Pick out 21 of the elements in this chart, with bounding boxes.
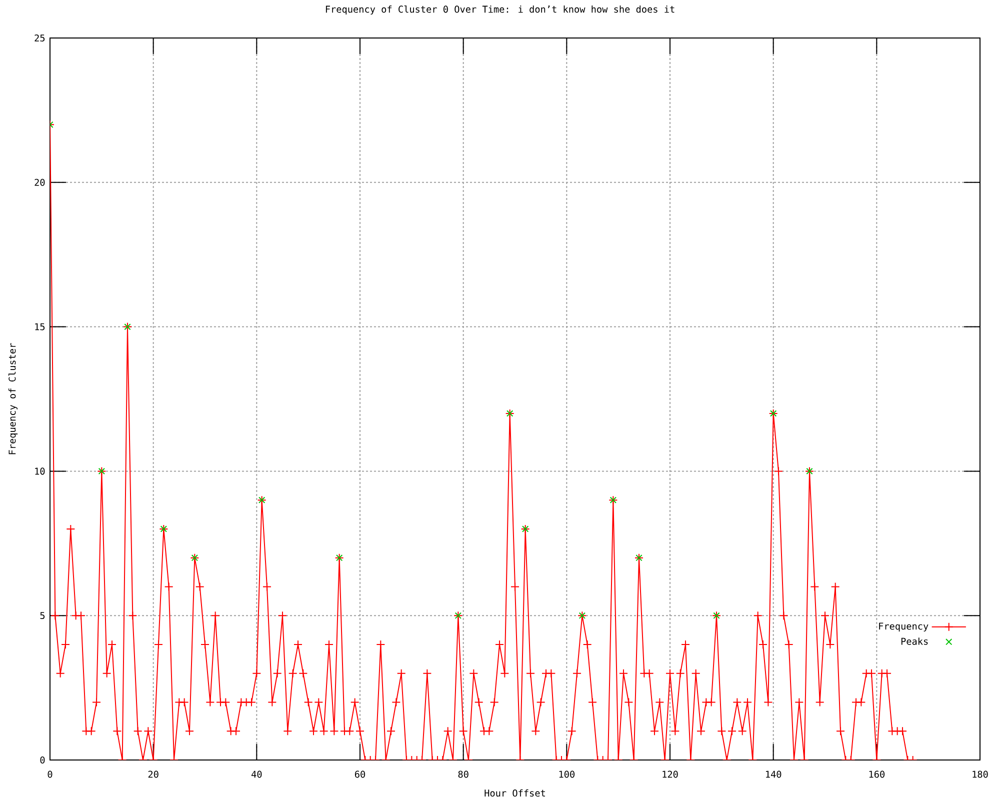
- y-tick-label: 5: [40, 612, 45, 620]
- y-tick-label: 25: [34, 34, 45, 42]
- x-tick-label: 0: [48, 770, 52, 778]
- legend-label: Peaks: [901, 638, 928, 645]
- y-tick-label: 20: [34, 178, 45, 186]
- x-tick-label: 100: [559, 770, 574, 778]
- y-axis-title: Frequency of Cluster: [8, 343, 18, 454]
- x-tick-label: 40: [252, 770, 262, 778]
- x-tick-label: 140: [766, 770, 782, 778]
- x-axis-title: Hour Offset: [484, 789, 545, 797]
- x-tick-label: 160: [869, 770, 885, 778]
- y-tick-label: 10: [35, 468, 45, 475]
- legend-label: Frequency: [879, 622, 928, 632]
- x-tick-label: 180: [972, 770, 988, 778]
- y-tick-label: 15: [35, 323, 45, 330]
- y-tick-label: 0: [40, 756, 45, 764]
- x-tick-label: 80: [458, 770, 468, 778]
- x-tick-label: 60: [354, 770, 366, 778]
- chart-title: Frequency of Cluster 0 Over Time: i don’t know how she does it: [326, 5, 674, 15]
- x-tick-label: 120: [662, 770, 678, 778]
- x-tick-label: 20: [148, 770, 158, 778]
